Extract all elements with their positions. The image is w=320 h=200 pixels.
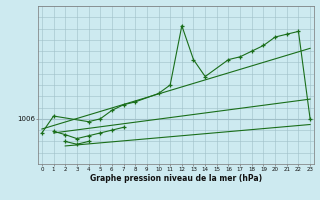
X-axis label: Graphe pression niveau de la mer (hPa): Graphe pression niveau de la mer (hPa) xyxy=(90,174,262,183)
